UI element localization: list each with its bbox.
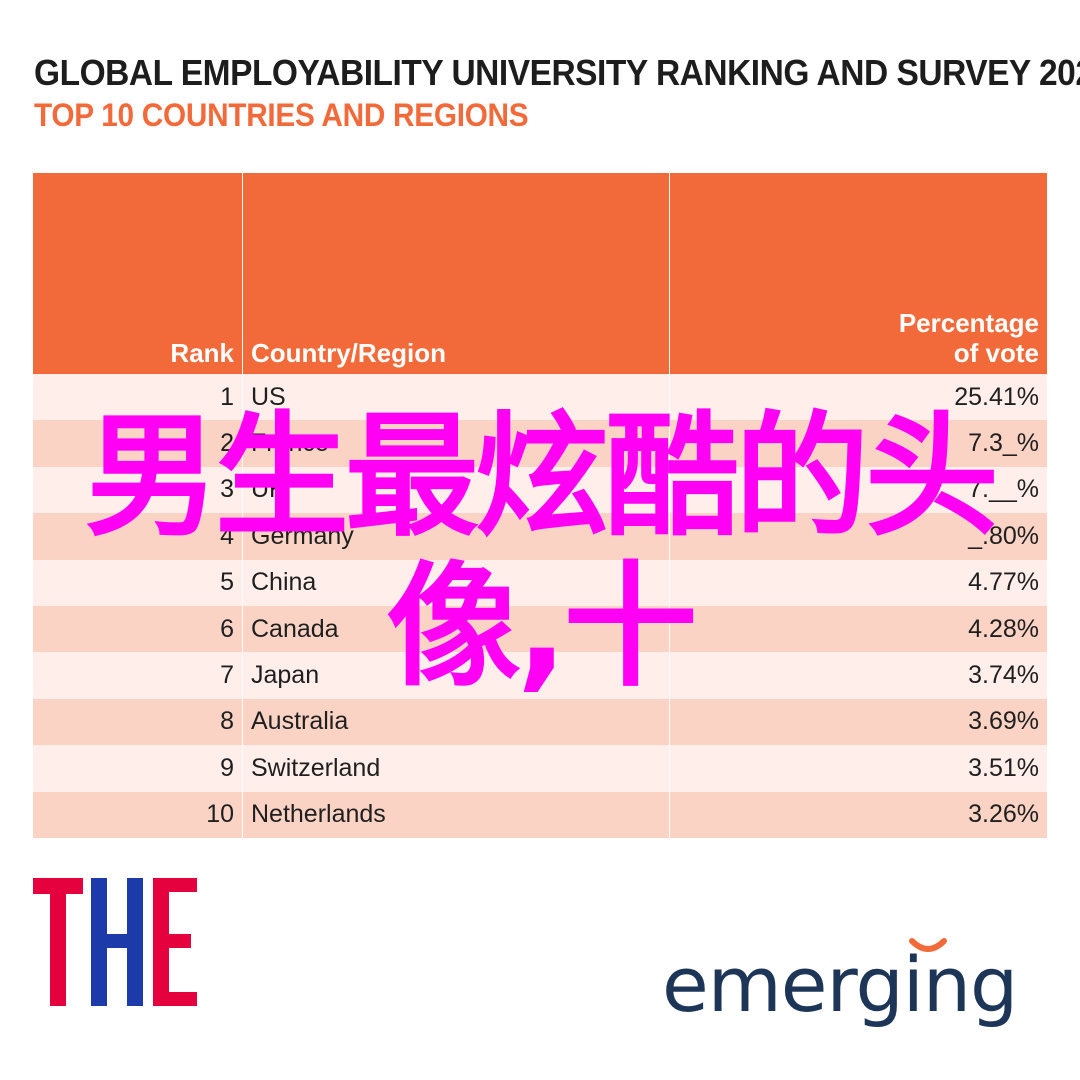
page-subtitle: TOP 10 COUNTRIES AND REGIONS: [34, 97, 529, 133]
country-cell: Germany: [242, 513, 670, 560]
country-cell: Australia: [242, 698, 670, 746]
rank-cell: 9: [33, 745, 243, 792]
table-row: 3 UK 7.__%: [33, 466, 1047, 514]
table-row: 5 China 4.77%: [33, 559, 1047, 606]
table-row: 10 Netherlands 3.26%: [33, 791, 1047, 838]
table-header-row: Rank Country/Region Percentage of vote: [33, 173, 1047, 374]
emerging-logo-text: emerging: [662, 940, 1017, 1029]
country-cell: Japan: [242, 652, 670, 699]
country-cell: China: [242, 559, 670, 606]
country-cell: UK: [242, 466, 670, 514]
country-cell: France: [242, 420, 670, 467]
header-percentage: Percentage of vote: [669, 173, 1047, 374]
table-row: 7 Japan 3.74%: [33, 652, 1047, 699]
table-row: 4 Germany _.80%: [33, 513, 1047, 560]
header-percentage-line1: Percentage: [898, 308, 1039, 338]
rank-cell: 8: [33, 698, 243, 746]
table-body: 1 US 25.41% 2 France 7.3_% 3 UK 7.__% 4 Germany _.8…: [33, 374, 1047, 838]
rank-cell: 5: [33, 559, 243, 606]
country-cell: Netherlands: [242, 791, 670, 838]
percentage-cell: 7.3_%: [669, 420, 1047, 467]
rank-cell: 2: [33, 420, 243, 467]
country-cell: Switzerland: [242, 745, 670, 792]
header-rank: Rank: [33, 173, 243, 374]
table-row: 1 US 25.41%: [33, 374, 1047, 421]
country-cell: Canada: [242, 605, 670, 653]
table-row: 6 Canada 4.28%: [33, 605, 1047, 653]
smile-icon: [909, 938, 947, 952]
the-logo: [33, 868, 203, 1025]
percentage-cell: 3.69%: [669, 698, 1047, 746]
table-row: 2 France 7.3_%: [33, 420, 1047, 467]
table-row: 9 Switzerland 3.51%: [33, 745, 1047, 792]
rank-cell: 3: [33, 466, 243, 514]
rank-cell: 7: [33, 652, 243, 699]
percentage-cell: 3.26%: [669, 791, 1047, 838]
ranking-table: Rank Country/Region Percentage of vote 1…: [33, 173, 1047, 838]
percentage-cell: _.80%: [669, 513, 1047, 560]
percentage-cell: 4.28%: [669, 605, 1047, 653]
emerging-logo-graphic: emerging: [662, 938, 1018, 1029]
table-row: 8 Australia 3.69%: [33, 698, 1047, 746]
percentage-cell: 3.51%: [669, 745, 1047, 792]
rank-cell: 1: [33, 374, 243, 421]
the-logo-graphic: [33, 878, 197, 1006]
percentage-cell: 3.74%: [669, 652, 1047, 699]
rank-cell: 10: [33, 791, 243, 838]
percentage-cell: 25.41%: [669, 374, 1047, 421]
emerging-logo: emerging: [660, 935, 1050, 1050]
page-title: GLOBAL EMPLOYABILITY UNIVERSITY RANKING …: [34, 52, 1080, 93]
header-percentage-line2: of vote: [953, 338, 1039, 368]
percentage-cell: 7.__%: [669, 466, 1047, 514]
rank-cell: 4: [33, 513, 243, 560]
country-cell: US: [242, 374, 670, 421]
header-country: Country/Region: [242, 173, 670, 374]
rank-cell: 6: [33, 605, 243, 653]
percentage-cell: 4.77%: [669, 559, 1047, 606]
